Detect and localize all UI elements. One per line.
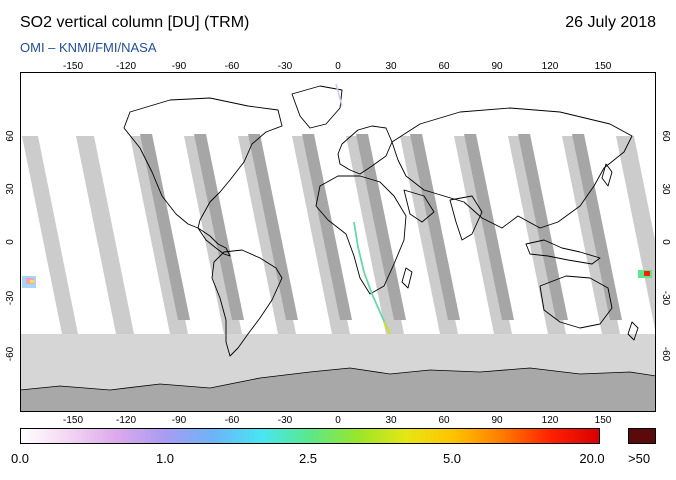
central-america <box>197 227 231 257</box>
lon-tick-label: -30 <box>277 61 293 72</box>
lat-tick-label: 60 <box>660 130 671 142</box>
lon-tick-label: -90 <box>171 61 187 72</box>
lon-tick-label: 90 <box>491 415 503 426</box>
lon-tick-label: -120 <box>115 61 137 72</box>
lon-tick-label: -90 <box>171 415 187 426</box>
lon-tick-label: -60 <box>224 61 240 72</box>
colorbar-label-0: 0.0 <box>10 451 30 466</box>
lon-tick-label: -150 <box>62 415 84 426</box>
data-credit: OMI – KNMI/FMI/NASA <box>20 40 157 55</box>
new-zealand <box>627 321 639 341</box>
lon-tick-label: -30 <box>277 415 293 426</box>
lon-tick-label: 120 <box>541 61 559 72</box>
australia <box>539 275 613 329</box>
orbit-overlap <box>248 134 298 320</box>
map-title: SO2 vertical column [DU] (TRM) <box>20 14 250 31</box>
orbit-swath <box>616 136 656 334</box>
orbit-overlap <box>410 134 460 320</box>
lon-tick-label: -150 <box>62 61 84 72</box>
lat-tick-label: 30 <box>5 183 16 195</box>
arabian-peninsula <box>403 189 435 223</box>
lon-tick-label: 30 <box>385 61 397 72</box>
colorbar-bar <box>20 428 600 444</box>
antarctica <box>20 367 656 412</box>
orbit-overlap <box>302 134 352 320</box>
coastlines <box>123 85 639 357</box>
madagascar <box>401 267 413 289</box>
lon-tick-label: 150 <box>594 415 612 426</box>
colorbar-max-swatch <box>628 428 656 444</box>
colorbar-label-3: 5.0 <box>442 451 462 466</box>
lon-tick-label: 90 <box>491 61 503 72</box>
so2-hotspot-west-pacific <box>22 276 36 288</box>
colorbar-gradient <box>20 428 600 444</box>
so2-faint-streak <box>335 83 343 107</box>
orbit-overlap <box>356 134 406 320</box>
lat-tick-label: 60 <box>5 130 16 142</box>
lat-tick-label: -60 <box>660 346 671 362</box>
so2-trail-tip <box>383 321 391 335</box>
orbit-swath <box>76 136 134 334</box>
lat-tick-label: -30 <box>660 290 671 306</box>
south-america <box>211 249 283 357</box>
colorbar-max-box <box>628 428 656 444</box>
lon-tick-label: 60 <box>438 61 450 72</box>
lat-tick-label: -60 <box>5 346 16 362</box>
lon-tick-label: 0 <box>335 61 341 72</box>
lon-tick-label: 120 <box>541 415 559 426</box>
lon-tick-label: 0 <box>335 415 341 426</box>
southeast-asia-islands <box>525 239 601 265</box>
map-frame <box>20 72 656 412</box>
lon-tick-label: 150 <box>594 61 612 72</box>
lat-tick-label: 0 <box>5 239 16 245</box>
orbit-overlap <box>572 134 622 320</box>
colorbar-label-1: 1.0 <box>155 451 175 466</box>
lon-tick-label: 30 <box>385 415 397 426</box>
so2-world-map <box>20 72 656 412</box>
so2-hotspot-vanuatu <box>638 270 652 278</box>
colorbar-max-label: >50 <box>628 451 651 466</box>
orbit-overlap <box>140 134 190 320</box>
lon-tick-label: -120 <box>115 415 137 426</box>
asia <box>391 107 633 229</box>
colorbar-label-4: 20.0 <box>579 451 605 466</box>
map-date: 26 July 2018 <box>565 14 656 31</box>
africa <box>315 175 407 295</box>
lon-tick-label: 60 <box>438 415 450 426</box>
colorbar-label-2: 2.5 <box>298 451 318 466</box>
lat-tick-label: -30 <box>5 290 16 306</box>
orbit-overlap <box>464 134 514 320</box>
japan <box>601 163 613 187</box>
so2-trail-africa <box>353 221 389 331</box>
lat-tick-label: 30 <box>660 183 671 195</box>
lat-tick-label: 0 <box>660 239 671 245</box>
orbit-overlap <box>194 134 244 320</box>
orbit-swath <box>22 136 78 334</box>
lon-tick-label: -60 <box>224 415 240 426</box>
indian-subcontinent <box>449 195 483 241</box>
europe <box>337 125 393 175</box>
north-america <box>123 97 283 229</box>
greenland <box>291 85 343 129</box>
